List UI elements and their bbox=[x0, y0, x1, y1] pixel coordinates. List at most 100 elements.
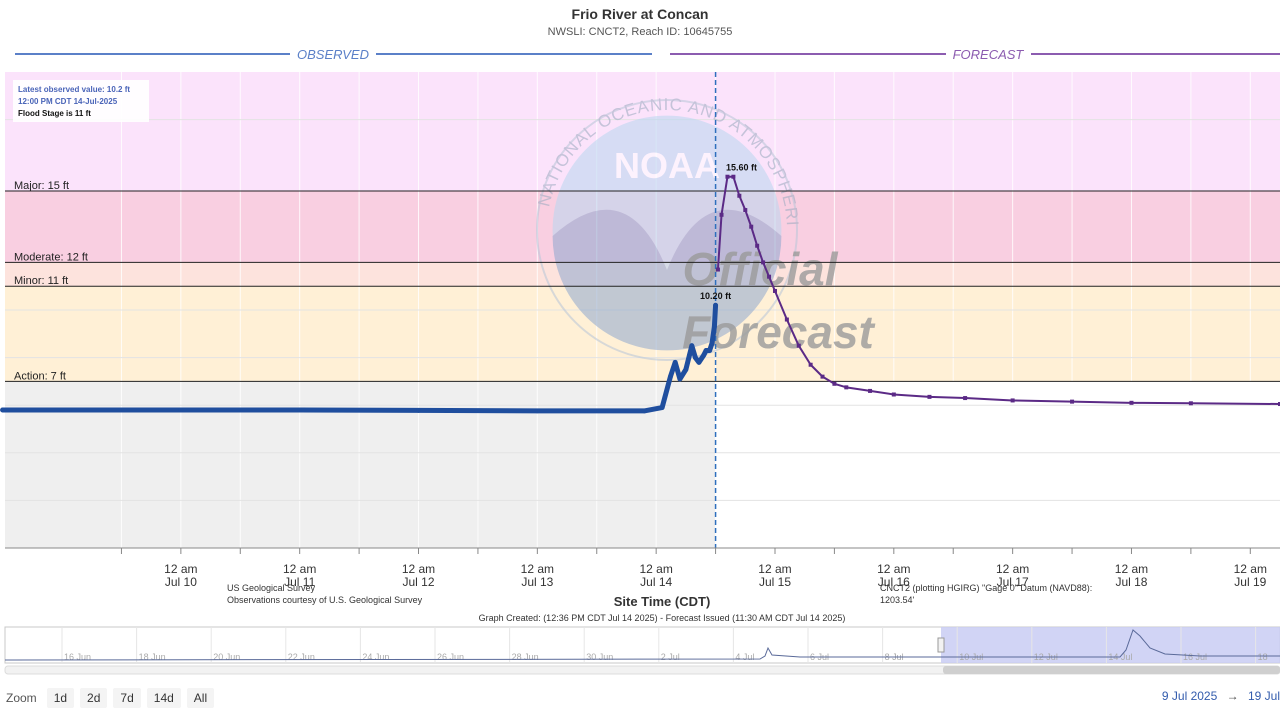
forecast-point[interactable] bbox=[1188, 401, 1193, 406]
observed-point[interactable] bbox=[534, 408, 540, 414]
observed-point[interactable] bbox=[707, 348, 713, 353]
observed-point[interactable] bbox=[0, 407, 6, 413]
forecast-point[interactable] bbox=[832, 381, 837, 386]
navigator-date-label: 18 Jun bbox=[139, 652, 166, 662]
forecast-series-line[interactable] bbox=[716, 175, 1280, 406]
navigator-date-label: 16 Jun bbox=[64, 652, 91, 662]
navigator-date-label: 24 Jun bbox=[362, 652, 389, 662]
chart-title: Frio River at Concan bbox=[571, 6, 709, 22]
forecast-point[interactable] bbox=[761, 260, 766, 265]
x-tick-label-date: Jul 18 bbox=[1115, 575, 1147, 589]
watermark-official: Official bbox=[682, 243, 838, 295]
forecast-label: FORECAST bbox=[953, 47, 1025, 62]
navigator-date-label: 16 Jul bbox=[1183, 652, 1207, 662]
observed-point[interactable] bbox=[641, 408, 647, 414]
observed-point[interactable] bbox=[711, 324, 717, 330]
forecast-point[interactable] bbox=[772, 288, 777, 293]
observed-point[interactable] bbox=[672, 359, 678, 365]
x-tick-label-date: Jul 11 bbox=[284, 575, 315, 589]
threshold-label: Major: 15 ft bbox=[14, 180, 69, 192]
date-range-to[interactable]: 19 Jul bbox=[1247, 689, 1280, 703]
date-range-from[interactable]: 9 Jul 2025 bbox=[1161, 689, 1218, 703]
observed-point[interactable] bbox=[692, 355, 698, 360]
threshold-label: Minor: 11 ft bbox=[14, 275, 68, 287]
observed-point[interactable] bbox=[709, 340, 715, 346]
navigator-date-label: 18 bbox=[1258, 652, 1268, 662]
forecast-point[interactable] bbox=[891, 392, 896, 397]
observed-point[interactable] bbox=[701, 352, 707, 358]
forecast-point[interactable] bbox=[731, 174, 736, 179]
x-tick-label-time: 12 am bbox=[164, 562, 197, 576]
forecast-point[interactable] bbox=[737, 193, 742, 198]
forecast-point[interactable] bbox=[715, 267, 720, 272]
observed-point[interactable] bbox=[416, 408, 421, 413]
observed-point[interactable] bbox=[689, 343, 695, 349]
navigator-date-label: 28 Jun bbox=[512, 652, 539, 662]
forecast-point[interactable] bbox=[719, 212, 724, 217]
data-label-annotation: 15.60 ft bbox=[726, 163, 757, 173]
x-tick-label-time: 12 am bbox=[1234, 562, 1267, 576]
observed-point[interactable] bbox=[687, 352, 692, 358]
data-label-annotation: 10.20 ft bbox=[700, 291, 731, 301]
observed-point[interactable] bbox=[703, 348, 709, 353]
forecast-point[interactable] bbox=[820, 374, 825, 379]
date-range-display[interactable]: 9 Jul 2025 → 19 Jul bbox=[1162, 689, 1280, 703]
forecast-point[interactable] bbox=[784, 317, 789, 322]
usgs-credit-detail: Observations courtesy of U.S. Geological… bbox=[227, 595, 423, 605]
navigator-date-label: 26 Jun bbox=[437, 652, 464, 662]
x-tick-label-date: Jul 15 bbox=[759, 575, 791, 589]
forecast-point[interactable] bbox=[725, 174, 730, 179]
forecast-point[interactable] bbox=[1010, 398, 1015, 403]
navigator-scrollbar-thumb[interactable] bbox=[943, 666, 1280, 674]
observed-point[interactable] bbox=[178, 407, 184, 413]
forecast-point[interactable] bbox=[767, 274, 772, 279]
forecast-point[interactable] bbox=[749, 224, 754, 229]
forecast-point[interactable] bbox=[868, 388, 873, 393]
forecast-point[interactable] bbox=[1278, 402, 1280, 407]
graph-created-note: Graph Created: (12:36 PM CDT Jul 14 2025… bbox=[479, 613, 846, 623]
forecast-point[interactable] bbox=[743, 208, 748, 213]
x-tick-label-date: Jul 10 bbox=[165, 575, 197, 589]
info-box-time: 12:00 PM CDT 14-Jul-2025 bbox=[18, 97, 118, 106]
observed-area bbox=[5, 381, 716, 548]
forecast-point[interactable] bbox=[1070, 399, 1075, 404]
threshold-label: Moderate: 12 ft bbox=[14, 251, 88, 263]
navigator-handle-left[interactable] bbox=[937, 637, 945, 653]
watermark-ring bbox=[536, 99, 798, 361]
x-tick-label-date: Jul 17 bbox=[997, 575, 1029, 589]
observed-point[interactable] bbox=[683, 367, 689, 372]
forecast-point[interactable] bbox=[927, 394, 932, 399]
navigator-date-label: 30 Jun bbox=[586, 652, 613, 662]
observed-point[interactable] bbox=[713, 302, 718, 308]
info-box-flood-stage: Flood Stage is 11 ft bbox=[18, 109, 91, 118]
observed-label: OBSERVED bbox=[297, 47, 369, 62]
zoom-14d-button[interactable]: 14d bbox=[146, 688, 181, 708]
x-tick-label-time: 12 am bbox=[877, 562, 910, 576]
zoom-7d-button[interactable]: 7d bbox=[113, 688, 141, 708]
forecast-point[interactable] bbox=[963, 396, 968, 401]
zoom-all-button[interactable]: All bbox=[186, 688, 215, 708]
forecast-point[interactable] bbox=[755, 243, 760, 248]
forecast-point[interactable] bbox=[1129, 400, 1134, 405]
observed-point[interactable] bbox=[668, 374, 673, 380]
datum-value: 1203.54' bbox=[880, 595, 915, 605]
observed-point[interactable] bbox=[59, 407, 65, 413]
observed-point[interactable] bbox=[677, 376, 683, 382]
range-navigator[interactable]: 16 Jun 18 Jun 20 Jun 22 Jun 24 Jun 26 Jun 28 J… bbox=[4, 626, 1280, 675]
x-tick-label-time: 12 am bbox=[521, 562, 554, 576]
zoom-1d-button[interactable]: 1d bbox=[46, 688, 75, 708]
x-tick-label-time: 12 am bbox=[402, 562, 435, 576]
zoom-controls: Zoom 1d 2d 7d 14d All bbox=[6, 688, 215, 708]
observed-point[interactable] bbox=[659, 405, 665, 410]
observed-point[interactable] bbox=[297, 407, 303, 413]
zoom-2d-button[interactable]: 2d bbox=[80, 688, 108, 708]
forecast-point[interactable] bbox=[796, 343, 801, 348]
forecast-point[interactable] bbox=[808, 362, 813, 367]
x-tick-label-date: Jul 13 bbox=[521, 575, 553, 589]
forecast-point[interactable] bbox=[844, 385, 849, 390]
info-box-latest: Latest observed value: 10.2 ft bbox=[18, 85, 130, 94]
zoom-label: Zoom bbox=[6, 691, 37, 705]
x-tick-label-time: 12 am bbox=[758, 562, 791, 576]
observed-point[interactable] bbox=[696, 359, 702, 365]
